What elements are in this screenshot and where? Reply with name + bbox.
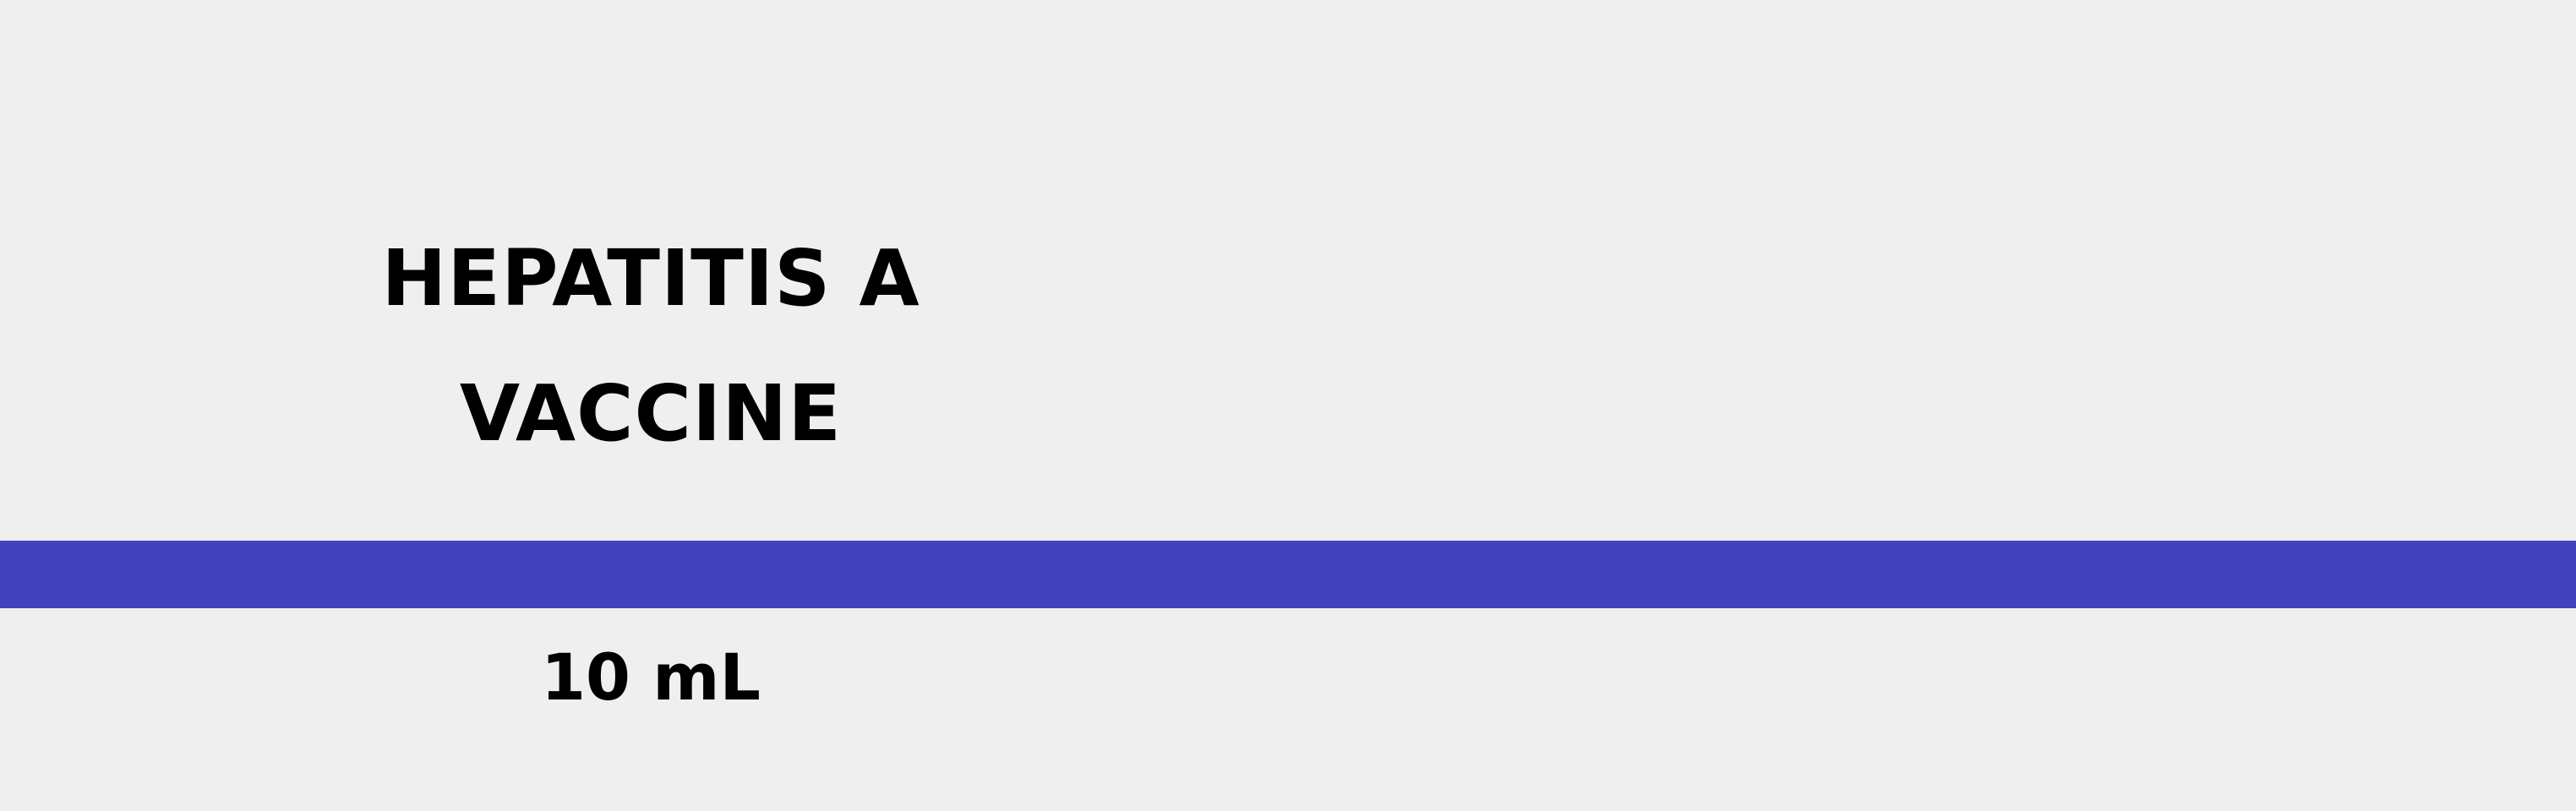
accent-color-band: [0, 541, 2576, 608]
vaccine-title-line-1: HEPATITIS A: [381, 233, 920, 324]
vaccine-title-line-2: VACCINE: [459, 368, 843, 459]
volume-text: 10 mL: [541, 640, 761, 715]
vaccine-title: HEPATITIS A VACCINE: [330, 211, 972, 482]
